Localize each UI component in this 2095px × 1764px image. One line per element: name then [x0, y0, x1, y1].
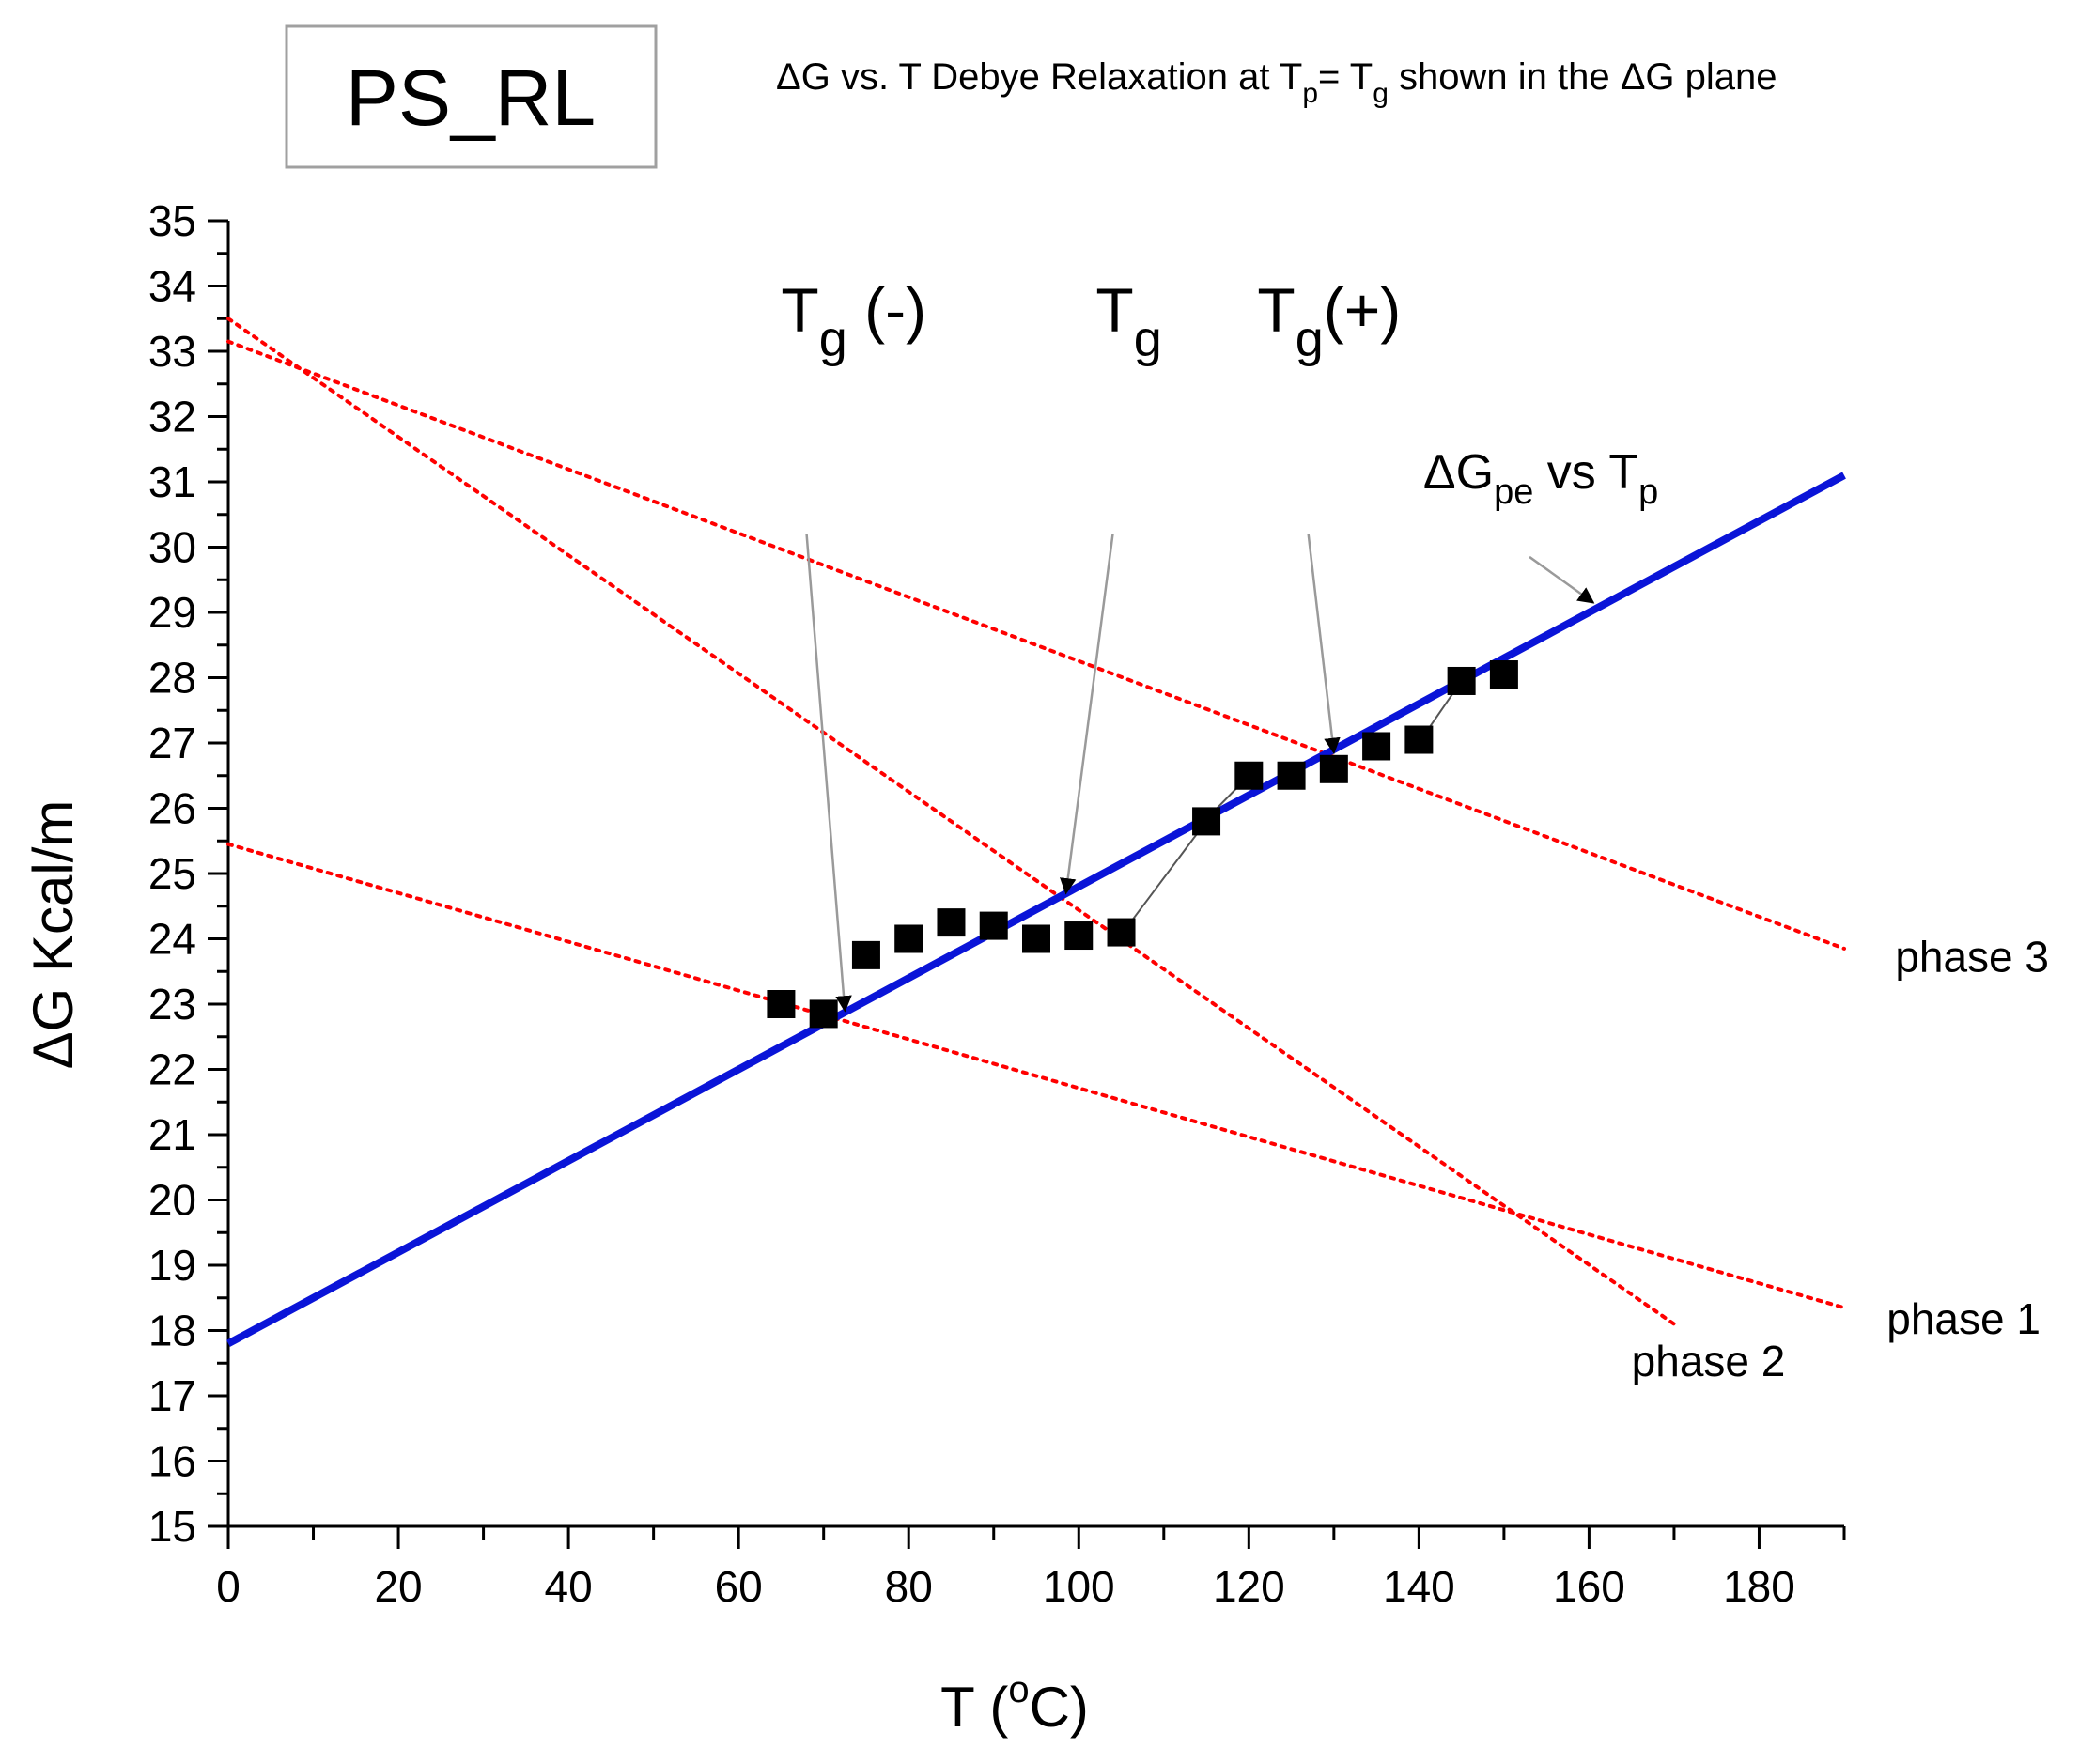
- data-point: [767, 990, 796, 1018]
- legend-box-frame: [285, 24, 658, 169]
- x-tick-label: 20: [374, 1562, 422, 1611]
- x-tick-label: 40: [545, 1562, 593, 1611]
- x-tick-label: 140: [1383, 1562, 1455, 1611]
- x-tick-label: 160: [1553, 1562, 1625, 1611]
- y-tick-label: 28: [148, 654, 196, 703]
- x-axis-title-sup: o: [1008, 1669, 1029, 1710]
- data-point: [894, 924, 923, 953]
- y-tick-label: 23: [148, 980, 196, 1029]
- annotation-label-tail: (+): [1324, 275, 1402, 345]
- data-point: [1319, 754, 1348, 783]
- y-tick-label: 16: [148, 1437, 196, 1486]
- chart-header-sub-1: p: [1302, 78, 1318, 109]
- y-tick-label: 32: [148, 393, 196, 441]
- phase-label: phase 1: [1886, 1294, 2041, 1343]
- data-point: [1022, 924, 1050, 953]
- annotation-label-sub: pe: [1494, 472, 1533, 512]
- annotation-label-main: T: [1095, 275, 1133, 345]
- annotation-label-sub: g: [819, 311, 847, 367]
- data-point: [1234, 761, 1264, 790]
- data-point: [1447, 666, 1476, 695]
- y-tick-label: 19: [148, 1241, 196, 1290]
- chart-header: ΔG vs. T Debye Relaxation at Tp= Tg show…: [776, 56, 1777, 109]
- y-tick-label: 15: [148, 1502, 196, 1551]
- annotation-label: Tg (-): [781, 275, 926, 367]
- x-axis-title-end: C): [1030, 1676, 1089, 1739]
- annotation-label: Tg: [1095, 275, 1161, 367]
- annotation-arrow: [805, 534, 852, 1013]
- y-tick-label: 26: [148, 784, 196, 833]
- data-point: [809, 999, 838, 1029]
- chart-header-part-3: shown in the ΔG plane: [1389, 56, 1777, 98]
- x-tick-label: 0: [216, 1562, 241, 1611]
- chart-header-part-2: = T: [1318, 56, 1373, 98]
- data-point: [1192, 807, 1221, 836]
- data-point: [1404, 725, 1434, 754]
- data-point: [937, 908, 966, 937]
- x-tick-label: 60: [715, 1562, 763, 1611]
- annotation-label-sub2: p: [1638, 472, 1658, 512]
- connector-line: [1125, 820, 1207, 930]
- x-axis-title-main: T (: [940, 1676, 1008, 1739]
- series-line-phase-3: [226, 339, 1846, 951]
- annotation-label-main: T: [1257, 275, 1295, 345]
- x-tick-label: 120: [1213, 1562, 1285, 1611]
- chart-header-part-1: ΔG vs. T Debye Relaxation at T: [776, 56, 1302, 98]
- annotation-label-main: T: [781, 275, 818, 345]
- series-line-dgpe-vs-tp: [226, 472, 1846, 1347]
- x-tick-label: 100: [1043, 1562, 1115, 1611]
- annotation-arrow: [1060, 534, 1114, 895]
- y-axis-title: ΔG Kcal/m: [22, 800, 85, 1070]
- y-tick-label: 20: [148, 1176, 196, 1225]
- annotation-label-main: ΔG: [1423, 445, 1494, 500]
- phase-label: phase 2: [1632, 1337, 1786, 1385]
- y-tick-label: 21: [148, 1110, 196, 1159]
- annotation-label: ΔGpe vs Tp: [1423, 445, 1658, 512]
- y-tick-label: 31: [148, 457, 196, 506]
- x-axis-title: T (oC): [940, 1669, 1089, 1739]
- y-tick-label: 29: [148, 588, 196, 637]
- series-line-phase-2: [226, 317, 1676, 1326]
- annotation-label-sub: g: [1296, 311, 1324, 367]
- annotation-label-tail: vs T: [1533, 445, 1638, 500]
- y-tick-label: 27: [148, 719, 196, 767]
- x-tick-label: 80: [885, 1562, 933, 1611]
- data-point: [851, 940, 880, 969]
- data-point: [1064, 921, 1094, 951]
- y-tick-label: 35: [148, 196, 196, 245]
- data-point: [1277, 761, 1306, 790]
- annotation-label-tail: (-): [847, 275, 926, 345]
- y-tick-label: 33: [148, 327, 196, 376]
- y-tick-label: 30: [148, 523, 196, 572]
- axes: 15 16 17 18 19 20 21 22 23 24 25 26 27 28 29 30 31 32 33 34…: [148, 196, 1846, 1611]
- x-tick-label: 180: [1723, 1562, 1795, 1611]
- y-tick-label: 34: [148, 262, 196, 311]
- annotation-arrow: [1307, 534, 1341, 755]
- y-tick-label: 25: [148, 849, 196, 898]
- legend-box: PS_RL: [285, 24, 658, 169]
- legend-box-text: PS_RL: [346, 54, 596, 142]
- phase-label: phase 3: [1895, 932, 2049, 981]
- y-tick-label: 22: [148, 1045, 196, 1094]
- annotation-label: Tg(+): [1257, 275, 1401, 367]
- data-point: [979, 911, 1008, 940]
- y-tick-label: 17: [148, 1371, 196, 1420]
- series-layer: [226, 317, 1846, 1347]
- annotation-label-sub: g: [1134, 311, 1162, 367]
- data-point: [1489, 660, 1518, 689]
- series-line-phase-1: [226, 842, 1846, 1310]
- data-point: [1362, 732, 1391, 761]
- y-tick-label: 18: [148, 1307, 196, 1355]
- annotation-arrow: [1529, 555, 1595, 604]
- chart-header-sub-2: g: [1373, 78, 1389, 109]
- y-tick-label: 24: [148, 915, 196, 964]
- data-point: [1107, 918, 1136, 947]
